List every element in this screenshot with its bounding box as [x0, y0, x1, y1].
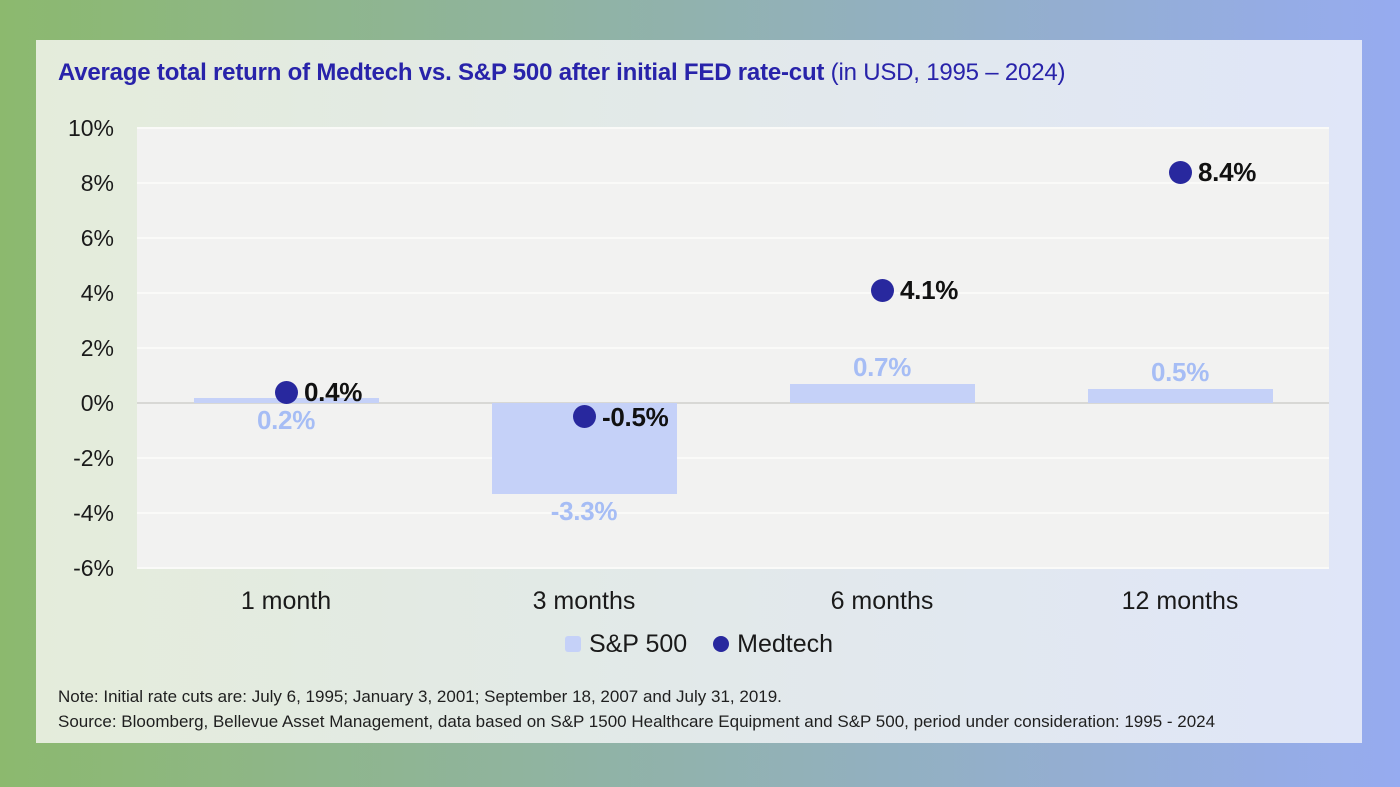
legend-item-medtech: Medtech	[713, 630, 833, 659]
chart-card: Average total return of Medtech vs. S&P …	[36, 40, 1362, 743]
y-tick-label: -4%	[73, 500, 114, 526]
medtech-value-label: 4.1%	[900, 275, 959, 306]
sp500-bar-swatch-icon	[564, 636, 581, 652]
legend: S&P 500 Medtech	[36, 629, 1362, 659]
y-tick-label: 4%	[80, 280, 114, 306]
y-tick-label: -2%	[73, 445, 114, 471]
medtech-value-label: 8.4%	[1198, 157, 1257, 187]
chart-title: Average total return of Medtech vs. S&P …	[58, 58, 1065, 88]
medtech-dot	[1168, 160, 1192, 184]
gridline	[137, 512, 1329, 514]
footnotes: Note: Initial rate cuts are: July 6, 199…	[58, 684, 1215, 734]
x-tick-label: 12 months	[1121, 587, 1239, 615]
gridline	[137, 567, 1329, 569]
legend-item-sp500: S&P 500	[564, 629, 688, 659]
medtech-dot	[572, 405, 596, 429]
sp500-bar	[789, 383, 975, 403]
medtech-value-label: 0.4%	[304, 377, 363, 407]
y-tick-label: 2%	[80, 335, 114, 361]
x-tick-label: 1 month	[240, 587, 332, 615]
gridline	[137, 237, 1329, 239]
note-line-1: Note: Initial rate cuts are: July 6, 199…	[58, 687, 782, 706]
medtech-value-label: -0.5%	[602, 401, 669, 432]
medtech-dot-swatch-icon	[713, 636, 730, 652]
sp500-value-label: 0.7%	[852, 351, 912, 382]
y-tick-label: 10%	[67, 115, 114, 141]
zero-gridline	[137, 402, 1329, 404]
sp500-value-label: -3.3%	[550, 495, 618, 526]
y-tick-label: 8%	[80, 170, 114, 196]
sp500-value-label: 0.5%	[1150, 357, 1210, 388]
medtech-dot	[870, 278, 894, 302]
medtech-dot	[274, 380, 298, 404]
gridline	[137, 457, 1329, 459]
chart-title-main: Average total return of Medtech vs. S&P …	[58, 59, 825, 86]
gridline	[137, 347, 1329, 349]
y-tick-label: -6%	[73, 555, 114, 581]
gridline	[137, 292, 1329, 294]
note-line-2: Source: Bloomberg, Bellevue Asset Manage…	[58, 712, 1216, 731]
gridline	[137, 127, 1329, 129]
x-tick-label: 6 months	[830, 587, 934, 615]
chart-title-suffix: (in USD, 1995 – 2024)	[824, 59, 1066, 86]
x-tick-label: 3 months	[532, 587, 636, 615]
y-tick-label: 6%	[80, 225, 114, 251]
plot-area: 0.2% -3.3% 0.7% 0.5% 0.4% -0.5% 4.1% 8.4%	[137, 127, 1329, 569]
y-tick-label: 0%	[80, 390, 114, 416]
legend-label-medtech: Medtech	[737, 629, 834, 658]
sp500-bar	[1087, 389, 1273, 403]
legend-label-sp500: S&P 500	[588, 629, 688, 658]
sp500-value-label: 0.2%	[256, 405, 316, 435]
gridline	[137, 182, 1329, 184]
